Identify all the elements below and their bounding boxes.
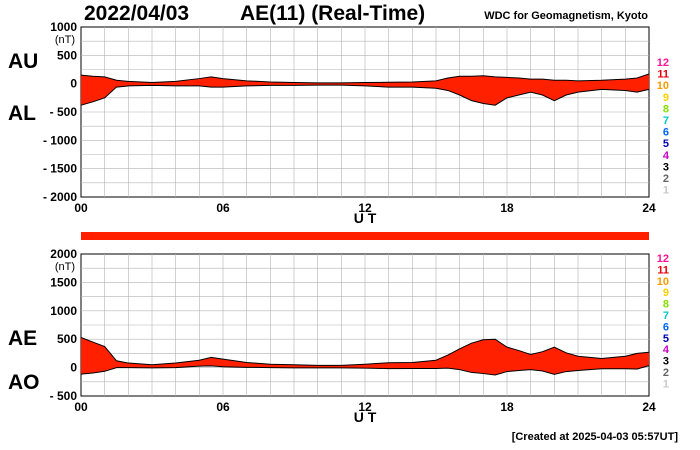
al-series-label: AL xyxy=(8,102,36,125)
y-unit-label: (nT) xyxy=(55,261,75,273)
station-count-label: 10 xyxy=(657,276,669,288)
y-tick-label: - 1500 xyxy=(43,162,77,176)
series-line-al xyxy=(80,84,650,106)
x-tick-label: 24 xyxy=(642,201,656,215)
x-tick-label: 18 xyxy=(500,400,514,414)
station-count-label: 1 xyxy=(663,378,669,390)
series-line-au xyxy=(80,73,650,84)
x-tick-label: 18 xyxy=(500,201,514,215)
x-tick-label: 06 xyxy=(216,400,230,414)
y-tick-label: - 500 xyxy=(50,389,78,403)
station-count-label: 2 xyxy=(663,173,669,185)
station-count-label: 6 xyxy=(663,127,669,139)
ae-series-label: AE xyxy=(8,327,38,350)
station-count-label: 9 xyxy=(663,92,669,104)
ao-series-label: AO xyxy=(8,371,40,394)
station-count-label: 5 xyxy=(663,138,669,150)
x-tick-label: 06 xyxy=(216,201,230,215)
station-count-label: 11 xyxy=(657,264,669,276)
created-timestamp: [Created at 2025-04-03 05:57UT] xyxy=(511,431,678,443)
y-tick-label: 2000 xyxy=(50,247,77,261)
separator-bar xyxy=(81,232,649,240)
y-tick-label: 1000 xyxy=(50,20,77,34)
station-count-label: 5 xyxy=(663,333,669,345)
station-count-label: 7 xyxy=(663,115,669,127)
series-line-ae xyxy=(80,337,650,366)
organization-label: WDC for Geomagnetism, Kyoto xyxy=(484,10,648,22)
station-count-label: 4 xyxy=(663,344,670,356)
au-series-label: AU xyxy=(8,50,39,73)
station-count-label: 4 xyxy=(663,150,670,162)
x-tick-label: 12 xyxy=(358,201,372,215)
y-tick-label: 0 xyxy=(70,361,77,375)
station-count-label: 6 xyxy=(663,321,669,333)
chart-title: AE(11) (Real-Time) xyxy=(240,2,426,25)
y-tick-label: - 2000 xyxy=(43,190,77,204)
date-label: 2022/04/03 xyxy=(84,2,190,25)
y-tick-label: 500 xyxy=(57,332,77,346)
y-tick-label: 1500 xyxy=(50,275,77,289)
station-count-label: 11 xyxy=(657,69,669,81)
station-count-label: 10 xyxy=(657,80,669,92)
station-count-label: 1 xyxy=(663,185,669,197)
envelope-area xyxy=(81,337,649,375)
y-tick-label: - 1000 xyxy=(43,133,77,147)
station-count-label: 12 xyxy=(657,57,669,69)
x-tick-label: 00 xyxy=(74,400,88,414)
station-count-label: 2 xyxy=(663,367,669,379)
x-tick-label: 12 xyxy=(358,400,372,414)
series-line-ao xyxy=(80,365,650,376)
y-tick-label: 0 xyxy=(70,77,77,91)
station-count-label: 12 xyxy=(657,253,669,265)
station-count-label: 9 xyxy=(663,287,669,299)
station-count-label: 8 xyxy=(663,103,669,115)
y-unit-label: (nT) xyxy=(55,34,75,46)
station-count-label: 3 xyxy=(663,161,669,173)
x-tick-label: 24 xyxy=(642,400,656,414)
x-axis-label: U T xyxy=(354,210,377,226)
y-tick-label: - 500 xyxy=(50,105,78,119)
station-count-label: 3 xyxy=(663,356,669,368)
station-count-label: 7 xyxy=(663,310,669,322)
x-tick-label: 00 xyxy=(74,201,88,215)
x-axis-label: U T xyxy=(354,409,377,425)
y-tick-label: 1000 xyxy=(50,304,77,318)
station-count-label: 8 xyxy=(663,299,669,311)
y-tick-label: 500 xyxy=(57,48,77,62)
